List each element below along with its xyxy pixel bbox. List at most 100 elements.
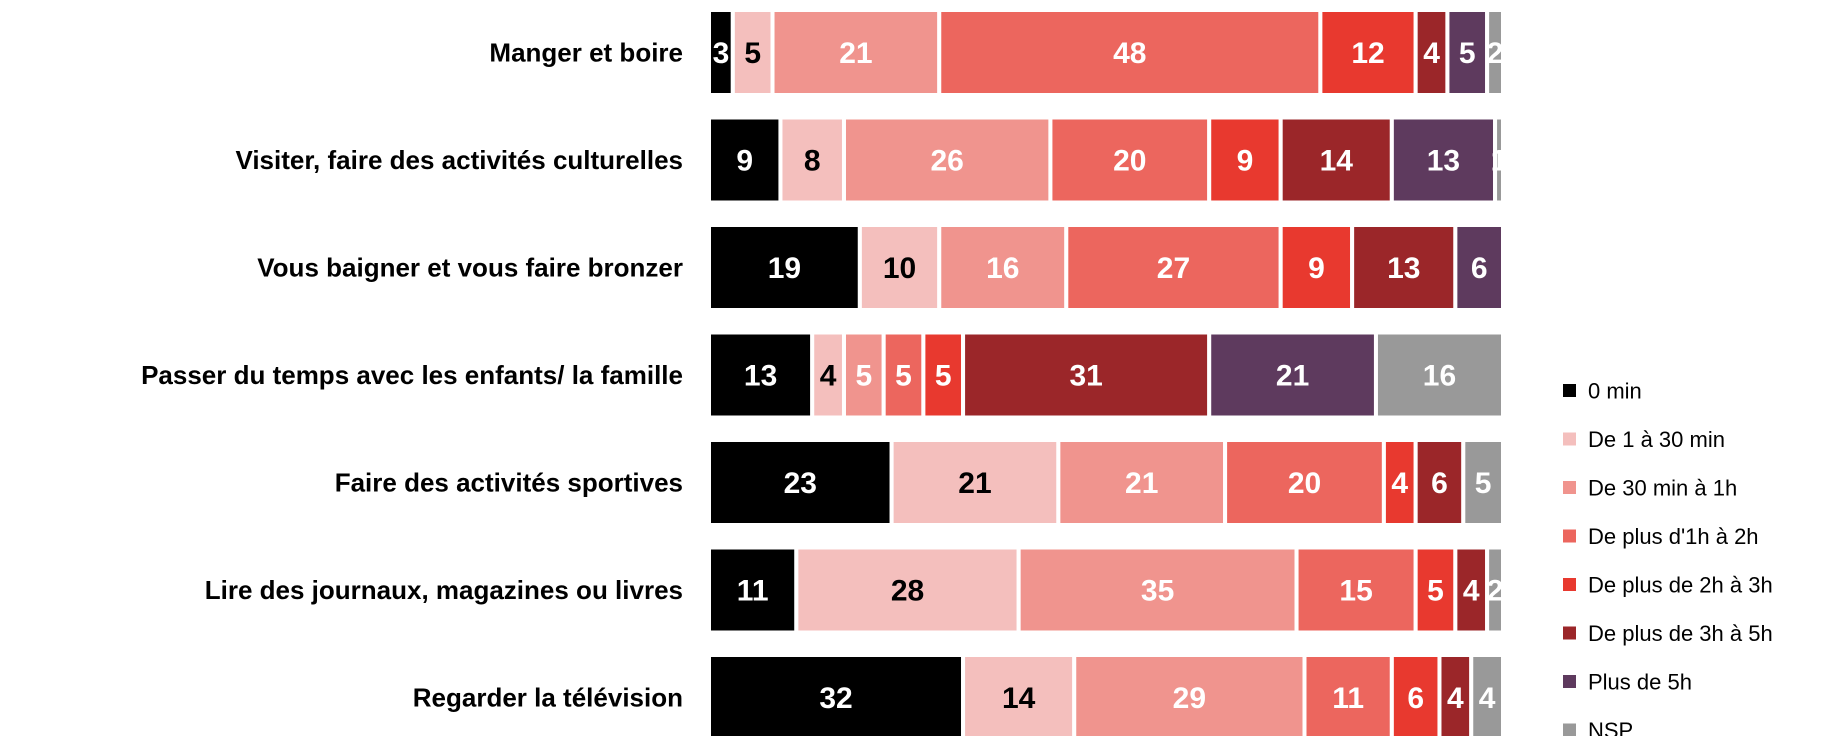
bar-segment <box>857 223 942 312</box>
category-label: Visiter, faire des activités culturelles <box>235 145 683 175</box>
bar-segment <box>921 330 966 420</box>
bar-segment <box>1207 330 1378 420</box>
bar-segment <box>1207 115 1283 205</box>
bar-segment <box>889 438 1061 527</box>
bar-segment <box>1302 653 1394 736</box>
value-label: 12 <box>1351 37 1384 70</box>
value-label: 9 <box>1237 145 1254 178</box>
bar-segment <box>1072 653 1307 736</box>
bar-segment <box>1493 115 1506 205</box>
legend-swatch <box>1563 723 1576 736</box>
bar-segment <box>1223 438 1386 527</box>
value-label: 35 <box>1141 575 1174 608</box>
value-label: 6 <box>1471 252 1488 285</box>
bar-segment <box>1389 653 1442 736</box>
value-label: 19 <box>768 252 801 285</box>
value-label: 21 <box>839 37 872 70</box>
legend-swatch <box>1563 432 1576 446</box>
value-label: 21 <box>1276 360 1309 393</box>
category-label: Manger et boire <box>489 38 683 68</box>
value-label: 9 <box>1308 252 1325 285</box>
bar-segment <box>730 8 775 97</box>
value-label: 20 <box>1113 145 1146 178</box>
bar-segment <box>1350 223 1458 312</box>
value-label: 15 <box>1339 575 1372 608</box>
bar-segment <box>707 545 799 635</box>
bar-segment <box>707 653 966 736</box>
value-label: 14 <box>1320 145 1354 178</box>
value-label: 5 <box>744 37 761 70</box>
legend-swatch <box>1563 675 1576 688</box>
value-label: 13 <box>1427 145 1460 178</box>
value-label: 4 <box>1479 682 1496 715</box>
value-label: 2 <box>1487 37 1504 70</box>
legend-swatch <box>1563 529 1576 543</box>
bar-segment <box>937 223 1069 312</box>
value-label: 1 <box>1491 145 1508 178</box>
value-label: 26 <box>931 145 964 178</box>
value-label: 4 <box>1463 575 1480 608</box>
value-label: 4 <box>1447 682 1464 715</box>
value-label: 48 <box>1113 37 1146 70</box>
value-label: 5 <box>935 360 952 393</box>
value-label: 14 <box>1002 682 1036 715</box>
value-label: 4 <box>820 360 837 393</box>
bar-segment <box>841 115 1053 205</box>
bar-segment <box>707 330 815 420</box>
value-label: 32 <box>819 682 852 715</box>
value-label: 11 <box>1332 682 1364 715</box>
value-label: 5 <box>1459 37 1476 70</box>
bar-segment <box>1437 653 1474 736</box>
bar-segment <box>937 8 1323 97</box>
value-label: 23 <box>784 467 817 500</box>
bar-segment <box>1485 545 1505 635</box>
legend-label: De 1 à 30 min <box>1588 427 1725 452</box>
value-label: 31 <box>1069 360 1102 393</box>
bar-segment <box>1278 223 1355 312</box>
value-label: 8 <box>804 145 821 178</box>
value-label: 13 <box>744 360 777 393</box>
legend-swatch <box>1563 578 1576 591</box>
value-label: 6 <box>1407 682 1424 715</box>
bar-segment <box>1318 8 1418 97</box>
legend-swatch <box>1563 481 1576 494</box>
value-label: 10 <box>883 252 916 285</box>
value-label: 29 <box>1173 682 1206 715</box>
value-label: 20 <box>1288 467 1321 500</box>
category-label: Passer du temps avec les enfants/ la fam… <box>141 360 683 390</box>
value-label: 21 <box>958 467 991 500</box>
bar-segment <box>1056 438 1228 527</box>
bar-segment <box>1413 438 1466 527</box>
bar-segment <box>1278 115 1394 205</box>
bar-segment <box>1469 653 1505 736</box>
value-label: 4 <box>1391 467 1408 500</box>
value-label: 9 <box>736 145 753 178</box>
bar-segment <box>1389 115 1498 205</box>
value-label: 5 <box>895 360 912 393</box>
value-label: 5 <box>855 360 872 393</box>
legend-label: De plus d'1h à 2h <box>1588 524 1759 549</box>
value-label: 28 <box>891 575 924 608</box>
value-label: 11 <box>737 575 769 608</box>
legend-swatch <box>1563 626 1576 640</box>
bar-segment <box>1461 438 1506 527</box>
bar-segment <box>1453 223 1505 312</box>
category-label: Regarder la télévision <box>413 683 683 713</box>
bar-segment <box>1064 223 1283 312</box>
bar-segment <box>1381 438 1418 527</box>
bar-segment <box>1413 8 1450 97</box>
legend-label: De plus de 3h à 5h <box>1588 621 1773 646</box>
value-label: 5 <box>1427 575 1444 608</box>
value-label: 27 <box>1157 252 1190 285</box>
value-label: 6 <box>1431 467 1448 500</box>
value-label: 5 <box>1475 467 1492 500</box>
value-label: 4 <box>1423 37 1440 70</box>
value-label: 16 <box>986 252 1019 285</box>
legend-label: NSP <box>1588 718 1633 736</box>
bar-segment <box>1294 545 1418 635</box>
bar-segment <box>707 223 862 312</box>
legend-label: 0 min <box>1588 379 1642 404</box>
bar-segment <box>1048 115 1212 205</box>
category-label: Lire des journaux, magazines ou livres <box>205 575 683 605</box>
bar-segment <box>778 115 846 205</box>
